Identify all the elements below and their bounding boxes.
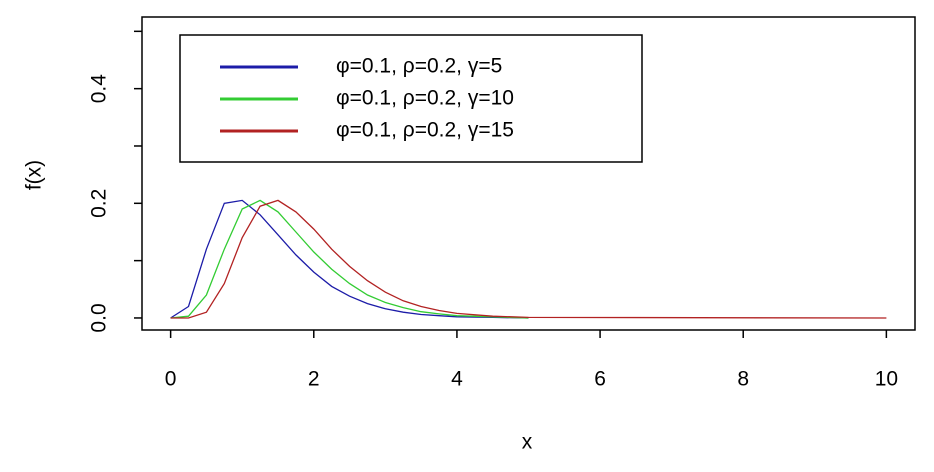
- x-tick-label: 4: [451, 368, 463, 391]
- series-line: [170, 199, 529, 319]
- x-axis-label: x: [522, 431, 533, 454]
- legend-label: φ=0.1, ρ=0.2, γ=5: [336, 55, 502, 78]
- plot-frame: [141, 16, 916, 331]
- series-line: [170, 199, 887, 319]
- y-tick-label: 0.0: [88, 303, 111, 332]
- x-tick-label: 8: [737, 368, 749, 391]
- y-tick-label: 0.2: [88, 189, 111, 218]
- legend-label: φ=0.1, ρ=0.2, γ=10: [336, 87, 514, 110]
- legend-label: φ=0.1, ρ=0.2, γ=15: [336, 119, 514, 142]
- x-tick-label: 0: [165, 368, 177, 391]
- series-line: [170, 199, 529, 319]
- y-axis-label: f(x): [23, 160, 46, 190]
- x-tick-label: 6: [594, 368, 606, 391]
- x-tick-label: 10: [875, 368, 898, 391]
- y-tick-label: 0.4: [88, 74, 111, 104]
- x-tick-label: 2: [308, 368, 320, 391]
